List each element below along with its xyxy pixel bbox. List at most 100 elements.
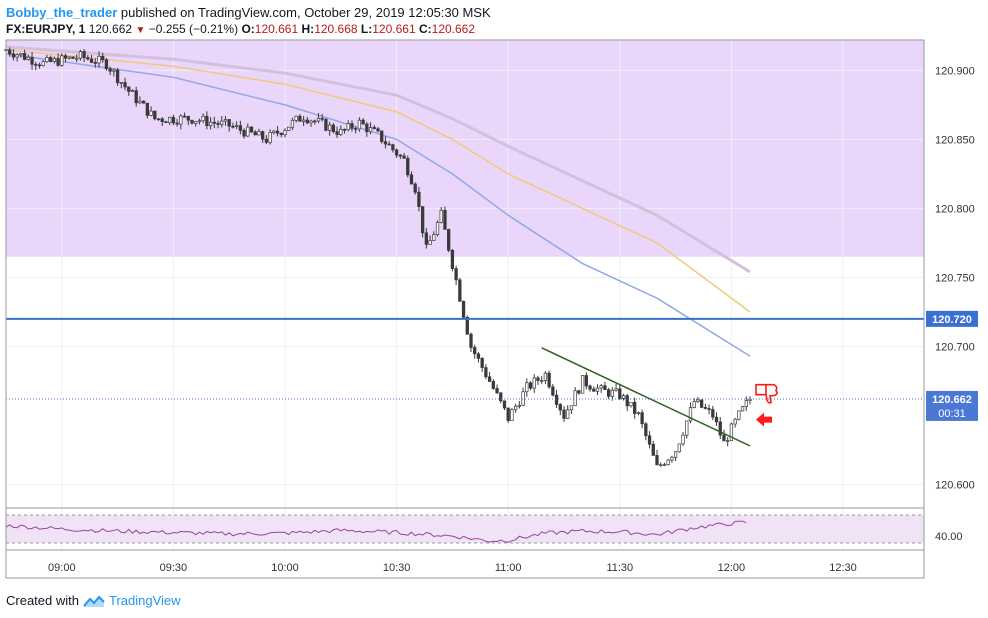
down-triangle-icon: ▼ <box>135 25 146 36</box>
x-tick-label: 11:30 <box>606 562 633 574</box>
ma-slow-line <box>5 45 751 274</box>
candle-body <box>123 82 127 88</box>
candle-body <box>487 376 492 382</box>
candle-body <box>510 409 514 422</box>
candle-body <box>428 240 432 245</box>
candle-body <box>737 410 741 420</box>
high-label: H: <box>301 22 315 36</box>
candle-body <box>19 53 23 56</box>
candle-body <box>655 455 659 466</box>
candle-body <box>101 55 105 61</box>
candle-body <box>104 59 109 70</box>
candle-body <box>41 61 45 66</box>
countdown-label: 00:31 <box>938 408 966 420</box>
candle-body <box>160 118 164 123</box>
candle-body <box>324 118 328 131</box>
candle-body <box>22 53 27 60</box>
candle-body <box>8 49 12 55</box>
candle-body <box>60 55 64 66</box>
candle-body <box>313 120 317 123</box>
candle-body <box>621 395 626 399</box>
created-with-text: Created with <box>6 593 79 608</box>
support-price-badge <box>926 310 978 327</box>
candle-body <box>283 130 287 135</box>
candle-body <box>34 63 38 66</box>
candle-body <box>141 100 146 104</box>
candle-body <box>666 459 670 466</box>
candle-body <box>528 382 533 389</box>
candle-body <box>164 121 168 124</box>
candle-body <box>435 222 440 236</box>
trend-line <box>541 347 751 447</box>
candle-body <box>205 115 209 126</box>
author-link[interactable]: Bobby_the_trader <box>6 5 118 20</box>
candle-body <box>651 443 655 456</box>
candle-body <box>368 127 373 133</box>
candle-body <box>473 347 477 355</box>
candle-body <box>186 115 190 121</box>
candle-body <box>525 382 529 393</box>
candle-body <box>502 400 507 409</box>
candle-body <box>86 57 90 60</box>
candle-body <box>383 141 388 145</box>
candle-body <box>93 62 97 64</box>
candle-body <box>670 456 674 461</box>
price-change: −0.255 (−0.21%) <box>148 22 239 36</box>
candle-body <box>394 149 399 156</box>
candle-body <box>584 375 588 387</box>
candle-body <box>391 144 395 151</box>
candle-body <box>692 401 696 408</box>
tradingview-logo-icon <box>83 595 105 607</box>
candle-body <box>469 333 473 348</box>
candle-body <box>357 119 362 130</box>
candle-body <box>372 127 376 130</box>
candle-body <box>491 381 495 389</box>
open-value: 120.661 <box>254 22 299 36</box>
candle-body <box>197 120 202 123</box>
candle-body <box>551 386 555 396</box>
candle-body <box>361 119 365 125</box>
rsi-tick-label: 40.00 <box>935 531 963 543</box>
candle-body <box>212 121 216 124</box>
candle-body <box>71 56 75 59</box>
last-price-badge <box>926 390 978 421</box>
candle-body <box>718 421 722 436</box>
candle-body <box>320 117 324 120</box>
candle-body <box>234 125 239 127</box>
candle-body <box>242 130 246 137</box>
candle-body <box>409 174 414 185</box>
candle-body <box>238 125 243 131</box>
candle-body <box>499 392 503 402</box>
y-tick-label: 120.900 <box>935 65 975 77</box>
candle-body <box>562 409 566 419</box>
candle-body <box>558 404 562 411</box>
support-price-label: 120.720 <box>932 314 972 326</box>
thumbs-down-icon <box>755 383 778 404</box>
publish-info: Bobby_the_trader published on TradingVie… <box>6 5 491 20</box>
candle-body <box>595 387 600 392</box>
symbol-name: FX:EURJPY, 1 <box>6 22 86 36</box>
candle-body <box>279 132 283 135</box>
candle-body <box>309 120 313 124</box>
candle-body <box>703 407 708 409</box>
candle-body <box>63 55 68 59</box>
candle-body <box>138 100 142 104</box>
tradingview-link[interactable]: TradingView <box>108 593 181 608</box>
candle-body <box>380 130 384 142</box>
candle-body <box>115 69 120 84</box>
candle-body <box>182 115 187 118</box>
symbol-info: FX:EURJPY, 1 120.662 ▼ −0.255 (−0.21%) O… <box>6 22 475 36</box>
candle-body <box>644 423 648 437</box>
candle-body <box>78 51 83 59</box>
x-tick-label: 09:00 <box>48 562 76 574</box>
candle-body <box>398 154 402 157</box>
candle-body <box>536 377 540 381</box>
x-tick-label: 10:30 <box>383 562 411 574</box>
candle-body <box>714 416 719 423</box>
candle-body <box>227 119 231 127</box>
candle-body <box>495 388 499 394</box>
candle-body <box>30 56 34 65</box>
resistance-zone <box>6 40 924 257</box>
candle-body <box>231 125 235 128</box>
